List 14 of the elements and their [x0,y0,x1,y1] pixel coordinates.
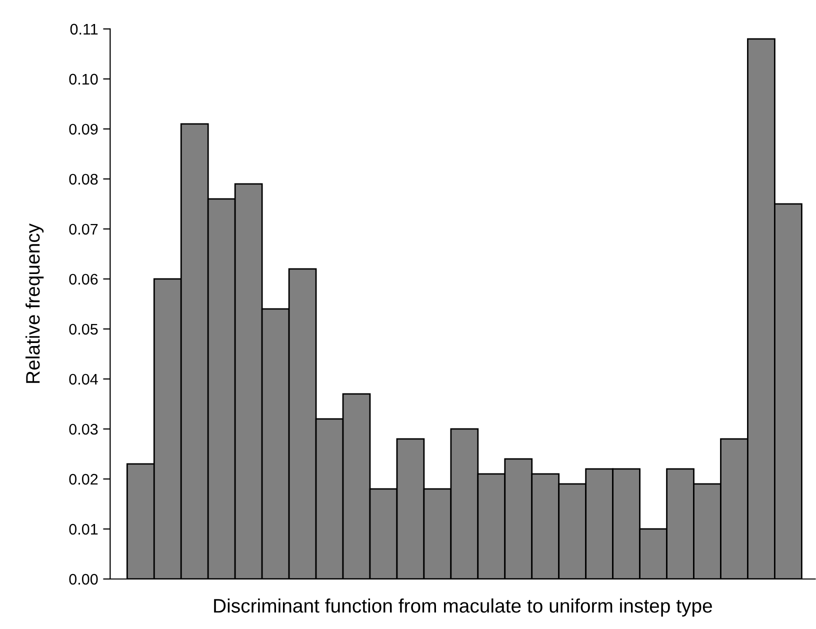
y-tick-label: 0.10 [69,74,98,85]
y-tick-label: 0.11 [70,24,98,35]
y-tick-label: 0.08 [69,174,98,185]
y-tick-label: 0.09 [69,124,98,135]
y-tick-label: 0.06 [69,274,98,285]
y-tick-label: 0.01 [69,524,98,535]
y-tick-label: 0.04 [69,374,98,385]
y-tick-label: 0.02 [69,474,98,485]
y-tick-label: 0.03 [69,424,98,435]
y-tick-label: 0.07 [69,224,98,235]
y-axis-title: Relative frequency [25,223,44,383]
y-tick-label: 0.00 [69,574,98,585]
y-tick-label: 0.05 [69,324,98,335]
x-axis-title: Discriminant function from maculate to uniform instep type [214,598,712,617]
